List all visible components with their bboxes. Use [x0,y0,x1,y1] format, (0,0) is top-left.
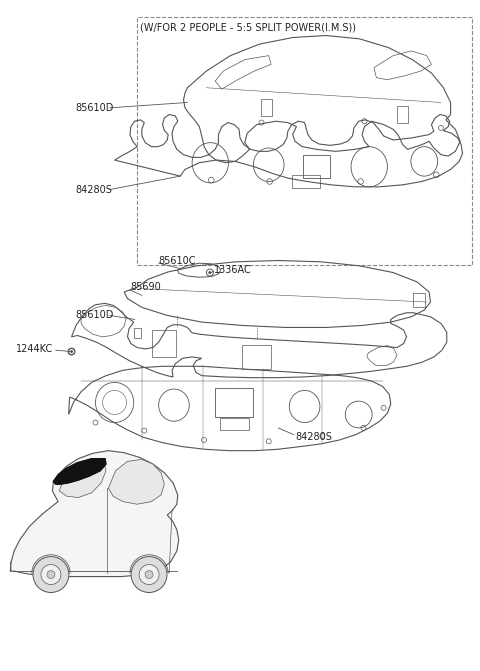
Bar [292,174,321,188]
Bar [137,17,472,265]
Bar [242,345,271,368]
Text: 85610D: 85610D [75,311,113,321]
Polygon shape [108,460,164,504]
Text: 85610D: 85610D [75,103,113,113]
Circle shape [145,570,153,578]
Bar [261,99,272,116]
Polygon shape [59,459,106,497]
Circle shape [33,556,69,592]
Bar [303,155,330,178]
Bar [133,328,141,338]
Polygon shape [53,459,106,484]
Polygon shape [10,451,179,576]
Bar [153,330,176,357]
Bar [215,389,253,417]
Circle shape [209,271,211,274]
Bar [220,418,249,430]
Circle shape [131,556,167,592]
Text: 85690: 85690 [130,282,161,293]
Circle shape [71,350,73,353]
Text: 1244KC: 1244KC [16,344,53,354]
Circle shape [47,570,55,578]
Bar [397,106,408,123]
Text: (W/FOR 2 PEOPLE - 5:5 SPLIT POWER(I.M.S)): (W/FOR 2 PEOPLE - 5:5 SPLIT POWER(I.M.S)… [141,22,357,32]
Text: 84280S: 84280S [75,185,112,195]
Text: 1336AC: 1336AC [214,265,252,275]
Text: 84280S: 84280S [295,432,332,442]
Text: 85610C: 85610C [158,256,196,266]
Circle shape [41,564,61,584]
Bar [413,293,425,307]
Circle shape [139,564,159,584]
